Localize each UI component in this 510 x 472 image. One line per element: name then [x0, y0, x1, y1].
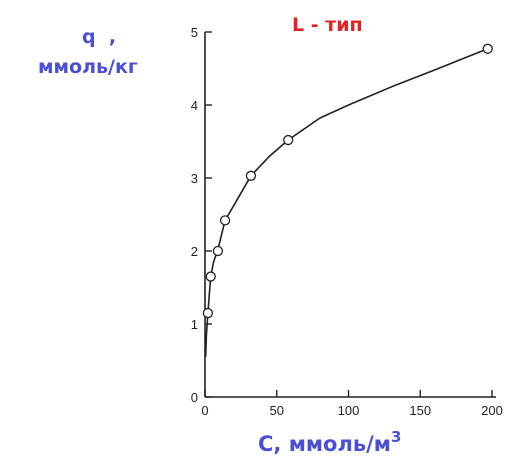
y-axis-label-separator: ,: [108, 26, 117, 48]
y-tick-label: 1: [191, 317, 198, 332]
data-points: [202, 43, 493, 319]
axes: [204, 32, 496, 398]
x-tick-label: 0: [201, 403, 208, 418]
y-tick-label: 0: [191, 390, 198, 405]
x-tick-label: 100: [338, 403, 360, 418]
data-point: [283, 134, 294, 146]
data-point: [205, 271, 216, 282]
fit-curve-layer: [204, 48, 488, 357]
data-point: [245, 170, 257, 181]
x-tick-label: 50: [270, 403, 284, 418]
data-point: [219, 215, 231, 226]
chart-annotation: L - тип: [292, 14, 363, 36]
y-tick-label: 4: [191, 98, 198, 113]
y-tick-label: 3: [191, 171, 198, 186]
data-point: [202, 307, 214, 319]
data-point: [482, 43, 493, 54]
y-tick-label: 2: [191, 244, 198, 259]
x-tick-label: 200: [481, 403, 503, 418]
y-axis-label-unit: ммоль/кг: [38, 56, 138, 78]
x-axis-label: C, ммоль/м3: [258, 428, 401, 456]
x-tick-label: 150: [409, 403, 431, 418]
y-axis-label-symbol: q: [82, 26, 96, 48]
y-tick-label: 5: [191, 25, 198, 40]
x-axis-label-superscript: 3: [390, 428, 402, 446]
x-axis-label-main: C, ммоль/м: [258, 432, 391, 456]
y-axis-label: q , ммоль/кг: [38, 22, 188, 82]
data-point: [212, 245, 224, 257]
fit-curve: [204, 48, 488, 357]
